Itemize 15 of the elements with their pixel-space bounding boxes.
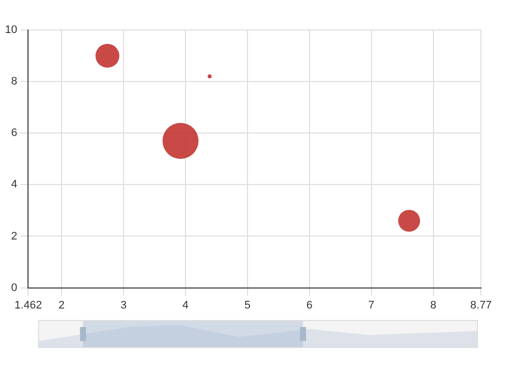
x-tick-label: 1.462 (14, 299, 42, 312)
y-tick-label: 6 (11, 127, 18, 140)
y-tick-label: 10 (4, 24, 18, 36)
y-tick-label: 8 (11, 76, 18, 88)
x-tick-label: 5 (244, 299, 250, 312)
x-tick-label: 6 (306, 299, 312, 312)
x-tick-label: 3 (120, 299, 127, 312)
x-tick-label: 8.77 (470, 299, 492, 312)
y-tick-label: 2 (11, 230, 18, 242)
x-tick-label: 2 (58, 299, 65, 312)
y-tick-label: 0 (11, 282, 18, 294)
x-tick-label: 7 (368, 299, 374, 312)
x-tick-label: 8 (430, 299, 436, 312)
y-tick-label: 4 (11, 178, 18, 191)
x-tick-label: 4 (182, 299, 189, 312)
